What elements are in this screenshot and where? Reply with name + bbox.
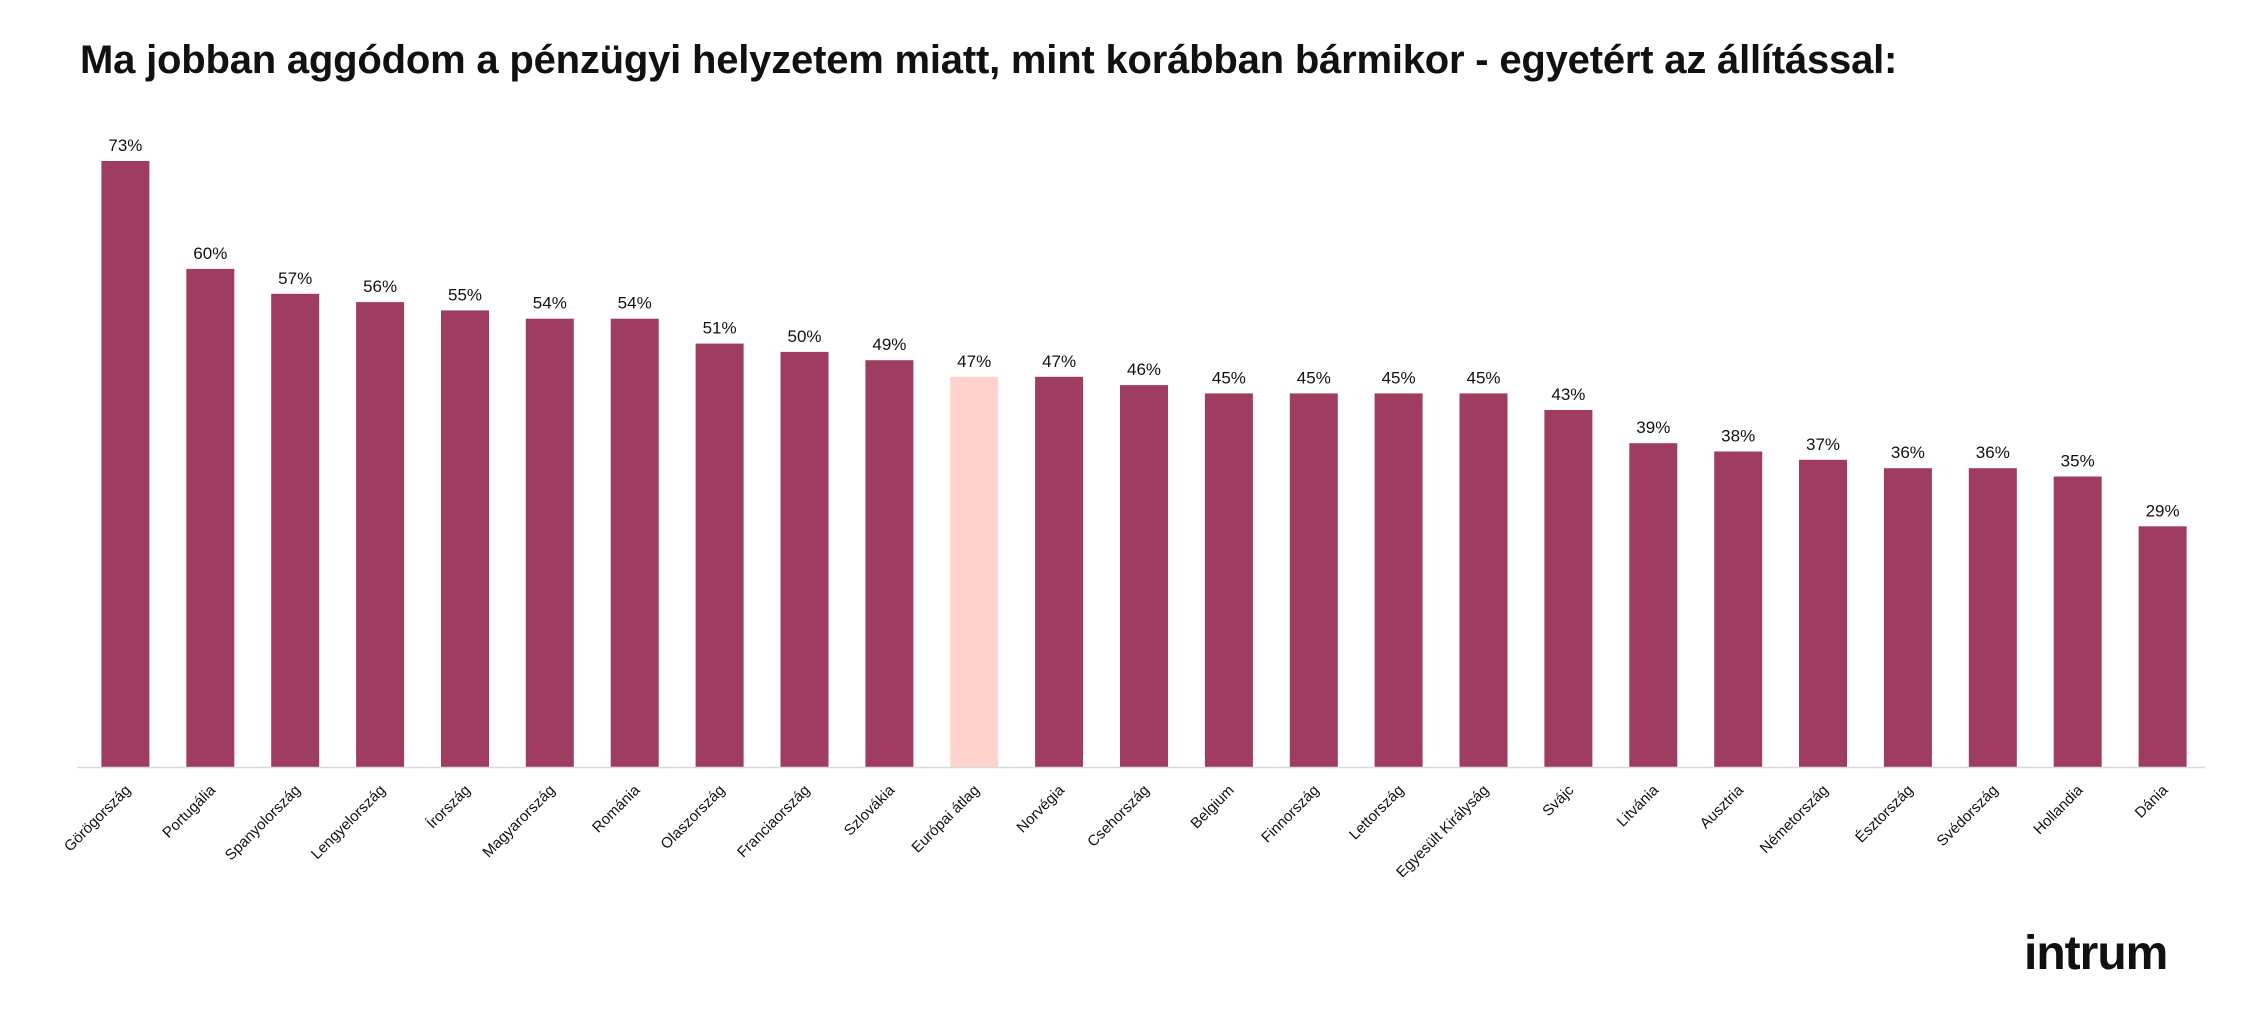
category-label-svajc: Svájc [1539,781,1577,819]
value-label-dania: 29% [2146,501,2180,520]
value-label-portugalia: 60% [193,244,227,263]
value-label-gorogorszag: 73% [108,136,142,155]
bar-irorszag [441,310,489,767]
value-label-szlovakia: 49% [872,335,906,354]
value-label-europai-atlag: 47% [957,352,991,371]
category-label-europai-atlag: Európai átlag [908,782,983,857]
bar-szlovakia [865,360,914,767]
bar-romania [610,318,659,767]
category-label-franciaorszag: Franciaország [734,782,813,861]
value-label-magyarorszag: 54% [533,294,567,313]
value-label-irorszag: 55% [448,285,482,304]
bar-esztorszag [1883,468,1932,767]
category-label-nemetorszag: Németország [1757,782,1832,857]
value-label-lettorszag: 45% [1382,368,1416,387]
bar-europai-atlag [950,376,999,767]
bar-svajc [1544,410,1593,767]
value-label-litvania: 39% [1636,418,1670,437]
bar-nemetorszag [1799,459,1847,767]
category-label-magyarorszag: Magyarország [479,782,558,861]
category-label-finnorszag: Finnország [1258,782,1322,846]
bar-lengyelorszag [356,302,405,767]
category-label-portugalia: Portugália [159,781,219,841]
value-label-esztorszag: 36% [1891,443,1925,462]
value-label-olaszorszag: 51% [703,319,737,338]
bar-litvania [1629,443,1678,767]
value-label-csehorszag: 46% [1127,360,1161,379]
bar-norvegia [1035,376,1084,767]
category-label-hollandia: Hollandia [2030,781,2087,838]
category-label-lettorszag: Lettország [1346,782,1408,844]
bar-svedorszag [1968,468,2017,767]
category-label-ausztria: Ausztria [1697,781,1748,832]
bars-group [101,161,2187,767]
intrum-logo: intrum [2024,927,2168,980]
value-label-ausztria: 38% [1721,427,1755,446]
category-label-spanyolorszag: Spanyolország [222,782,304,864]
value-label-svedorszag: 36% [1976,443,2010,462]
value-label-nemetorszag: 37% [1806,435,1840,454]
category-label-lengyelorszag: Lengyelország [308,782,389,863]
value-labels-group: 73% 60% 57% 56% 55% 54% 54% 51% 50% 49% 47% 47% 46% 4… [108,136,2179,520]
bar-spanyolorszag [271,293,320,767]
bar-finnorszag [1289,393,1338,767]
category-label-belgium: Belgium [1187,782,1237,832]
value-label-lengyelorszag: 56% [363,277,397,296]
bar-hollandia [2053,476,2102,767]
bar-ausztria [1714,451,1763,767]
value-label-franciaorszag: 50% [787,327,821,346]
bar-egyesult-kiralysag [1459,393,1508,767]
bar-olaszorszag [695,343,744,767]
value-label-norvegia: 47% [1042,352,1076,371]
value-label-romania: 54% [618,294,652,313]
value-label-finnorszag: 45% [1297,368,1331,387]
category-label-gorogorszag: Görögország [61,782,134,855]
category-label-szlovakia: Szlovákia [841,781,899,839]
category-label-csehorszag: Csehország [1084,782,1153,851]
value-label-belgium: 45% [1212,368,1246,387]
category-label-svedorszag: Svédország [1934,782,2002,850]
value-label-spanyolorszag: 57% [278,269,312,288]
bar-belgium [1204,393,1253,767]
bar-magyarorszag [525,318,574,767]
category-label-irorszag: Írország [423,782,473,832]
bar-franciaorszag [780,351,829,767]
category-label-romania: Románia [589,781,644,836]
category-label-dania: Dánia [2132,781,2172,821]
bar-dania [2138,526,2187,767]
category-label-esztorszag: Észtország [1852,782,1916,846]
chart-title: Ma jobban aggódom a pénzügyi helyzetem m… [80,38,1898,82]
category-label-olaszorszag: Olaszország [657,782,728,853]
bar-lettorszag [1374,393,1423,767]
category-label-egyesult-kiralysag: Egyesült Királyság [1393,782,1492,881]
value-label-svajc: 43% [1551,385,1585,404]
category-labels-group: Görögország Portugália Spanyolország Lengye… [61,781,2172,881]
value-label-egyesult-kiralysag: 45% [1466,368,1500,387]
bar-csehorszag [1120,385,1168,767]
value-label-hollandia: 35% [2061,452,2095,471]
bar-gorogorszag [101,161,150,767]
category-label-norvegia: Norvégia [1013,781,1068,836]
category-label-litvania: Litvánia [1614,781,1663,830]
bar-portugalia [186,268,235,767]
